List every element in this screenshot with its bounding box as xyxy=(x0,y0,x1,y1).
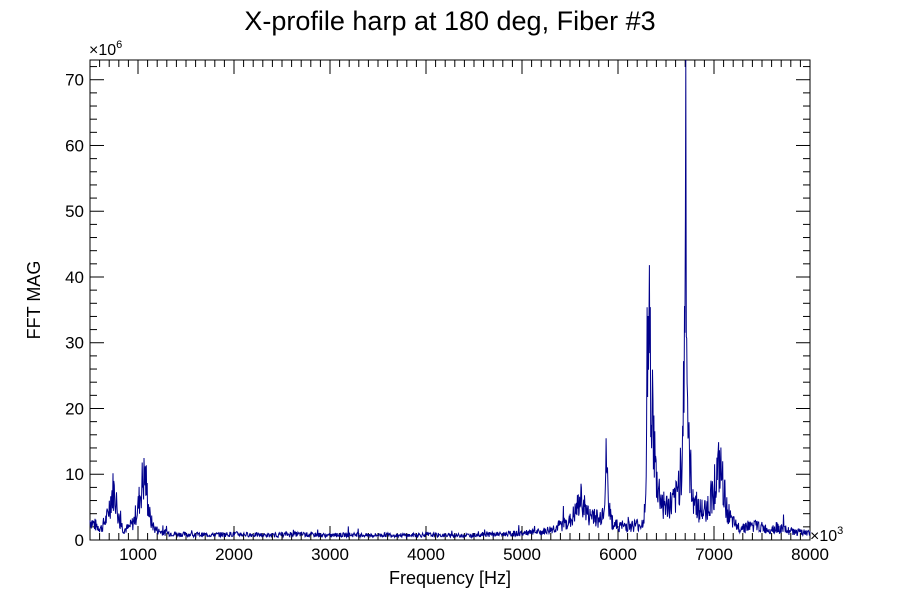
x-tick-label: 1000 xyxy=(119,545,157,564)
y-tick-label: 10 xyxy=(65,465,84,484)
x-axis-label: Frequency [Hz] xyxy=(389,568,511,588)
y-axis-multiplier: ×106 xyxy=(89,39,122,59)
fft-series-line xyxy=(89,59,811,540)
y-tick-label: 0 xyxy=(75,531,84,550)
x-axis-multiplier: ×103 xyxy=(810,525,843,545)
x-tick-label: 5000 xyxy=(503,545,541,564)
x-tick-label: 6000 xyxy=(599,545,637,564)
y-axis-label: FFT MAG xyxy=(24,261,44,340)
y-tick-label: 50 xyxy=(65,202,84,221)
y-axis: 0 10 20 30 40 50 60 70 xyxy=(65,66,810,550)
x-tick-label: 4000 xyxy=(407,545,445,564)
y-tick-label: 60 xyxy=(65,136,84,155)
plot-frame xyxy=(89,59,811,541)
y-tick-label: 30 xyxy=(65,334,84,353)
chart-title: X-profile harp at 180 deg, Fiber #3 xyxy=(244,6,655,36)
y-tick-label: 40 xyxy=(65,268,84,287)
series-line xyxy=(89,59,811,540)
x-tick-label: 3000 xyxy=(311,545,349,564)
plot-border xyxy=(89,59,811,541)
y-tick-label: 20 xyxy=(65,399,84,418)
x-tick-label: 7000 xyxy=(695,545,733,564)
x-tick-label: 8000 xyxy=(791,545,829,564)
y-tick-label: 70 xyxy=(65,71,84,90)
x-tick-label: 2000 xyxy=(215,545,253,564)
